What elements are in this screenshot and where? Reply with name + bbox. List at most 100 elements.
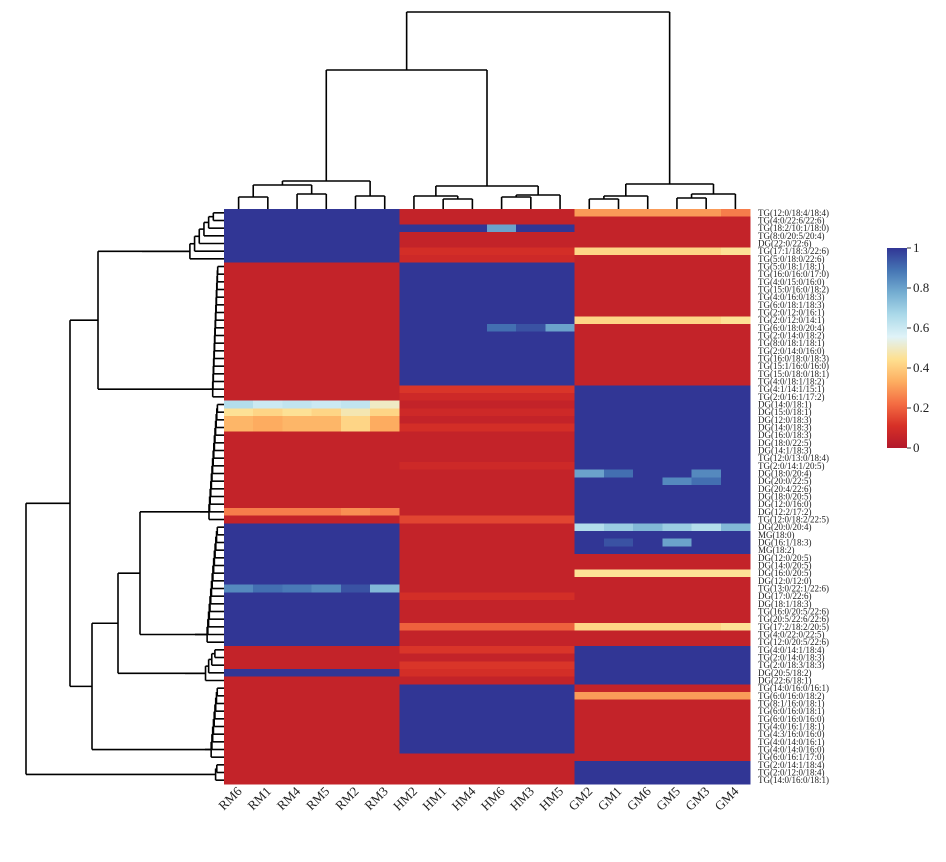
row-label: TG(2:0/16:1/17:2)	[758, 392, 825, 402]
heatmap-cell	[720, 216, 751, 225]
heatmap-cell	[720, 347, 751, 356]
heatmap-cell	[662, 247, 692, 256]
heatmap-cell	[516, 431, 546, 440]
heatmap-cell	[720, 745, 751, 754]
heatmap-cell	[662, 607, 692, 616]
heatmap-cell	[691, 454, 722, 463]
heatmap-cell	[603, 431, 634, 440]
heatmap-cell	[340, 270, 371, 279]
heatmap-cell	[545, 592, 576, 601]
heatmap-cell	[311, 638, 342, 647]
heatmap-cell	[487, 546, 517, 555]
heatmap-cell	[574, 600, 605, 609]
heatmap-cell	[224, 477, 254, 486]
heatmap-cell	[662, 308, 692, 317]
row-label: TG(12:0/13:0/18:4)	[758, 453, 829, 463]
heatmap-cell	[253, 408, 283, 417]
heatmap-cell	[370, 439, 400, 448]
heatmap-cell	[633, 431, 663, 440]
heatmap-cell	[691, 239, 722, 248]
heatmap-cell	[340, 339, 371, 348]
heatmap-cell	[603, 646, 634, 655]
heatmap-cell	[428, 607, 459, 616]
heatmap-cell	[370, 331, 400, 340]
heatmap-cell	[224, 753, 254, 762]
heatmap-cell	[487, 600, 517, 609]
heatmap-cell	[457, 293, 488, 302]
heatmap-cell	[487, 301, 517, 310]
heatmap-cell	[340, 615, 371, 624]
heatmap-cell	[545, 385, 576, 394]
heatmap-cell	[370, 347, 400, 356]
heatmap-cell	[311, 400, 342, 409]
heatmap-cell	[662, 354, 692, 363]
heatmap-cell	[516, 492, 546, 501]
row-label: DG(14:0/18:1)	[758, 400, 812, 410]
heatmap-cell	[224, 515, 254, 524]
heatmap-cell	[253, 623, 283, 632]
heatmap-cell	[633, 301, 663, 310]
heatmap-cell	[516, 232, 546, 241]
heatmap-cell	[253, 569, 283, 578]
heatmap-cell	[720, 362, 751, 371]
row-label: TG(6:0/16:0/18:2)	[758, 691, 825, 701]
heatmap-cell	[516, 339, 546, 348]
heatmap-cell	[224, 209, 254, 218]
heatmap-cell	[399, 753, 429, 762]
heatmap-cell	[691, 707, 722, 716]
heatmap-cell	[662, 653, 692, 662]
heatmap-cell	[428, 592, 459, 601]
heatmap-cell	[662, 285, 692, 294]
heatmap-cell	[574, 308, 605, 317]
heatmap-cell	[340, 753, 371, 762]
heatmap-cell	[545, 661, 576, 670]
row-label: DG(20:0/20:4)	[758, 522, 812, 532]
heatmap-cell	[311, 423, 342, 432]
heatmap-cell	[224, 232, 254, 241]
heatmap-cell	[370, 577, 400, 586]
heatmap-cell	[370, 684, 400, 693]
heatmap-cell	[370, 255, 400, 264]
heatmap-cells	[224, 209, 751, 785]
heatmap-cell	[340, 377, 371, 386]
heatmap-cell	[457, 508, 488, 517]
heatmap-cell	[662, 477, 692, 486]
heatmap-cell	[720, 293, 751, 302]
heatmap-cell	[720, 638, 751, 647]
row-label: DG(12:0/18:3)	[758, 415, 812, 425]
heatmap-cell	[574, 554, 605, 563]
heatmap-cell	[340, 232, 371, 241]
heatmap-cell	[311, 385, 342, 394]
heatmap-cell	[574, 278, 605, 287]
heatmap-cell	[633, 485, 663, 494]
heatmap-cell	[282, 630, 313, 639]
heatmap-cell	[516, 477, 546, 486]
heatmap-cell	[399, 347, 429, 356]
heatmap-cell	[603, 209, 634, 218]
heatmap-cell	[311, 646, 342, 655]
heatmap-cell	[340, 745, 371, 754]
heatmap-cell	[224, 600, 254, 609]
heatmap-cell	[487, 638, 517, 647]
heatmap-cell	[545, 684, 576, 693]
row-label: TG(4:0/14:0/16:1)	[758, 737, 825, 747]
heatmap-cell	[603, 753, 634, 762]
heatmap-cell	[370, 661, 400, 670]
heatmap-cell	[545, 546, 576, 555]
heatmap-cell	[311, 439, 342, 448]
heatmap-cell	[282, 446, 313, 455]
heatmap-cell	[516, 485, 546, 494]
row-label: TG(6:0/16:0/16:0)	[758, 714, 825, 724]
heatmap-cell	[428, 638, 459, 647]
heatmap-cell	[457, 308, 488, 317]
heatmap-cell	[662, 293, 692, 302]
heatmap-cell	[720, 324, 751, 333]
heatmap-cell	[399, 561, 429, 570]
heatmap-cell	[545, 347, 576, 356]
heatmap-cell	[545, 738, 576, 747]
heatmap-cell	[282, 278, 313, 287]
heatmap-cell	[399, 255, 429, 264]
heatmap-cell	[224, 630, 254, 639]
row-label: TG(4:0/16:1/18:1)	[758, 722, 825, 732]
heatmap-cell	[457, 707, 488, 716]
